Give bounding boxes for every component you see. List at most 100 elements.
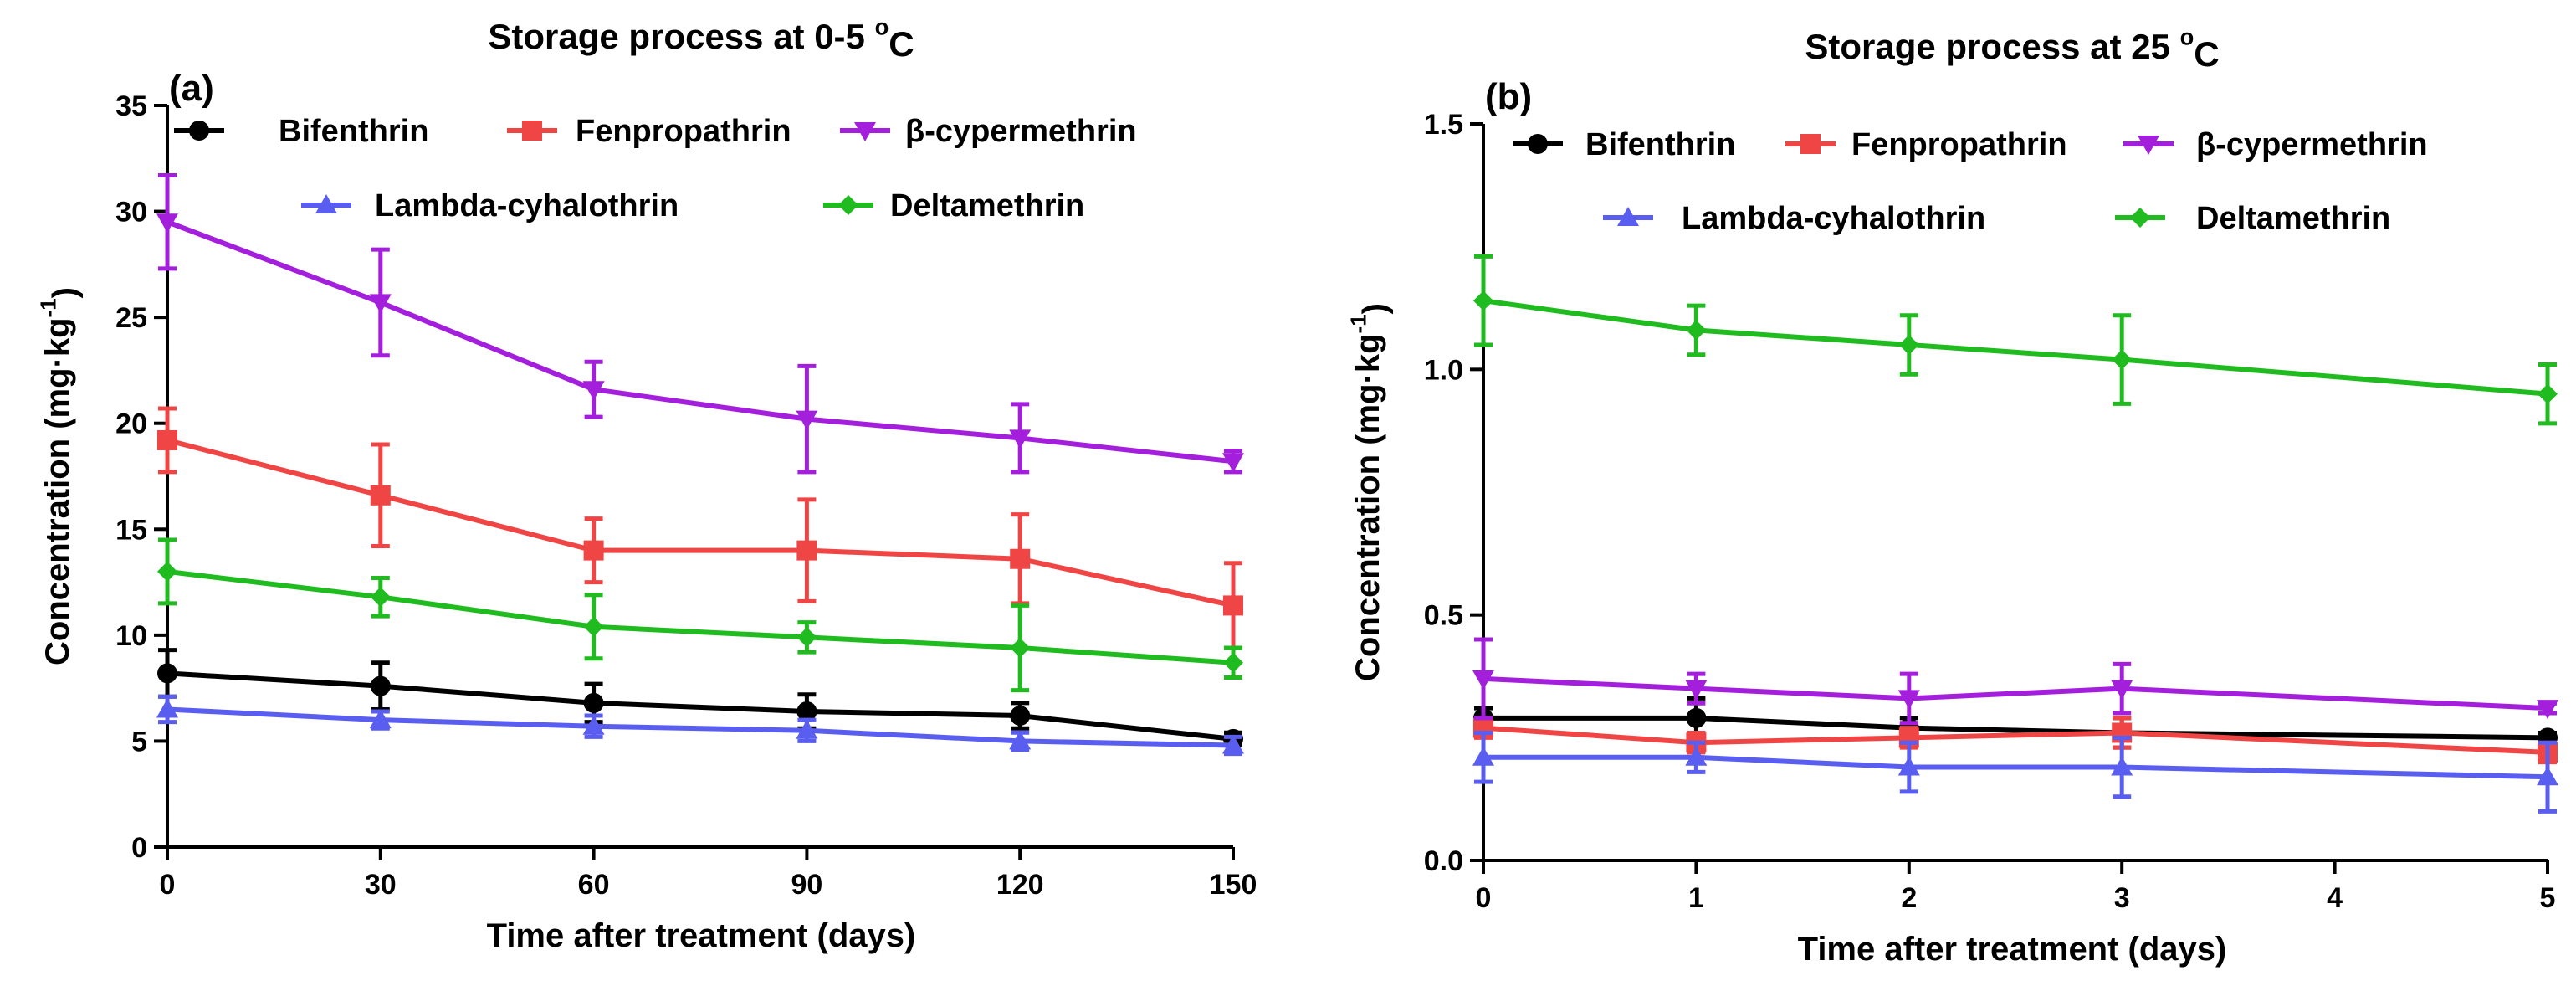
data-point: [582, 381, 605, 401]
data-point: [1686, 707, 1707, 728]
data-point: [1685, 746, 1708, 766]
y-tick-label: 25: [115, 302, 147, 334]
data-point: [796, 701, 817, 722]
x-tick-label: 2: [1901, 882, 1917, 914]
y-axis-label-part: Concentration (mg·kg: [1349, 333, 1386, 681]
series-deltamethrin: [157, 537, 1243, 693]
chart-title-part: C: [889, 24, 914, 64]
data-point: [583, 540, 604, 561]
legend-marker: [315, 194, 337, 213]
legend-label: Fenpropathrin: [1851, 127, 2067, 162]
y-axis-label-part: ): [1356, 303, 1393, 314]
legend-label: Bifenthrin: [279, 114, 428, 149]
legend-label: Lambda-cyhalothrin: [375, 188, 679, 223]
legend-item-bifenthrin: Bifenthrin: [174, 114, 428, 149]
data-point: [1685, 680, 1708, 700]
panel-label: (a): [169, 68, 214, 109]
chart-title-superscript: o: [875, 14, 889, 40]
legend-marker: [854, 122, 876, 141]
series-cypermethrin: [156, 173, 1244, 475]
legend-marker: [1528, 134, 1548, 154]
y-tick-label: 1.5: [1424, 109, 1463, 141]
legend-item-cypermethrin: β-cypermethrin: [840, 114, 1137, 149]
chart-title-part: C: [2194, 34, 2219, 74]
series-fenpropathrin: [157, 406, 1243, 650]
data-point: [583, 692, 604, 713]
data-point: [370, 675, 391, 696]
chart-title: Storage process at 0-5 oC: [488, 14, 914, 64]
chart-title-part: Storage process at 0-5: [488, 17, 874, 56]
y-tick-label: 20: [115, 408, 147, 440]
x-tick-label: 90: [791, 869, 822, 901]
legend-item-fenpropathrin: Fenpropathrin: [507, 114, 791, 149]
data-point: [1223, 595, 1243, 616]
legend-marker: [2138, 136, 2159, 155]
y-tick-label: 35: [115, 90, 147, 122]
data-point: [370, 485, 391, 506]
data-point: [369, 294, 392, 314]
y-axis-label-superscript: -1: [1345, 314, 1370, 333]
y-tick-label: 0.5: [1424, 600, 1463, 632]
series-lambda-cyhalothrin: [1472, 730, 2558, 814]
chart-panel-b: Storage process at 25 oC (b) 0.0 0.5 1.0 1.5 0…: [1345, 24, 2558, 968]
legend-marker: [2130, 208, 2150, 228]
legend-marker: [522, 121, 542, 141]
x-axis-label: Time after treatment (days): [1798, 931, 2227, 968]
data-point: [2537, 700, 2558, 720]
legend-item-deltamethrin: Deltamethrin: [2115, 201, 2390, 236]
legend-item-cypermethrin: β-cypermethrin: [2123, 127, 2428, 162]
legend-marker: [1617, 207, 1639, 226]
series-deltamethrin: [1473, 254, 2558, 426]
data-point: [2111, 756, 2133, 776]
legend-label: β-cypermethrin: [2196, 127, 2428, 162]
y-axis-label-superscript: -1: [35, 298, 60, 317]
chart-title-part: Storage process at 25: [1805, 27, 2179, 66]
legend-label: Bifenthrin: [1585, 127, 1735, 162]
data-point: [796, 410, 818, 430]
x-tick-label: 60: [578, 869, 610, 901]
data-point: [1472, 670, 1494, 690]
series-lambda-cyhalothrin: [156, 694, 1244, 757]
chart-panel-a: Storage process at 0-5 oC (a) 0 5 10 15 20 25 30…: [35, 14, 1257, 954]
legend-item-lambda-cyhalothrin: Lambda-cyhalothrin: [1603, 201, 1985, 236]
data-point: [796, 627, 817, 648]
x-tick-label: 120: [996, 869, 1044, 901]
data-point: [1473, 290, 1493, 311]
series-line-bifenthrin: [166, 670, 1234, 742]
data-point: [370, 587, 391, 608]
y-tick-label: 0: [131, 832, 147, 864]
legend-label: Deltamethrin: [890, 188, 1084, 223]
legend-marker: [1800, 134, 1821, 154]
x-tick-label: 3: [2114, 882, 2130, 914]
data-point: [583, 616, 604, 637]
legend-item-fenpropathrin: Fenpropathrin: [1785, 127, 2067, 162]
x-tick-label: 1: [1688, 882, 1704, 914]
data-point: [369, 709, 392, 729]
series-line-lambda-cyhalothrin: [1483, 754, 2548, 780]
x-axis-label: Time after treatment (days): [487, 917, 916, 954]
data-point: [1223, 652, 1243, 673]
data-point: [157, 561, 177, 582]
y-tick-label: 30: [115, 197, 147, 229]
panel-label: (b): [1485, 76, 1532, 117]
legend-item-lambda-cyhalothrin: Lambda-cyhalothrin: [301, 188, 679, 223]
legend: Bifenthrin Fenpropathrin β-cypermethrin Lam…: [174, 114, 1137, 223]
series-line-deltamethrin: [166, 568, 1234, 665]
data-point: [1010, 548, 1031, 569]
series-line-cypermethrin: [1483, 675, 2548, 711]
legend-item-deltamethrin: Deltamethrin: [823, 188, 1084, 223]
legend: Bifenthrin Fenpropathrin β-cypermethrin Lam…: [1513, 127, 2428, 236]
data-point: [1897, 756, 1920, 776]
data-point: [2112, 349, 2133, 370]
data-point: [1472, 746, 1494, 766]
chart-title: Storage process at 25 oC: [1805, 24, 2219, 74]
y-axis-label: Concentration (mg·kg-1): [35, 287, 83, 665]
chart-title-superscript: o: [2180, 24, 2194, 50]
legend-marker: [838, 195, 858, 215]
data-point: [157, 663, 177, 684]
series-line-lambda-cyhalothrin: [166, 706, 1234, 748]
legend-label: Fenpropathrin: [576, 114, 791, 149]
y-axis-label-part: Concentration (mg·kg: [39, 317, 76, 665]
y-tick-label: 10: [115, 620, 147, 652]
